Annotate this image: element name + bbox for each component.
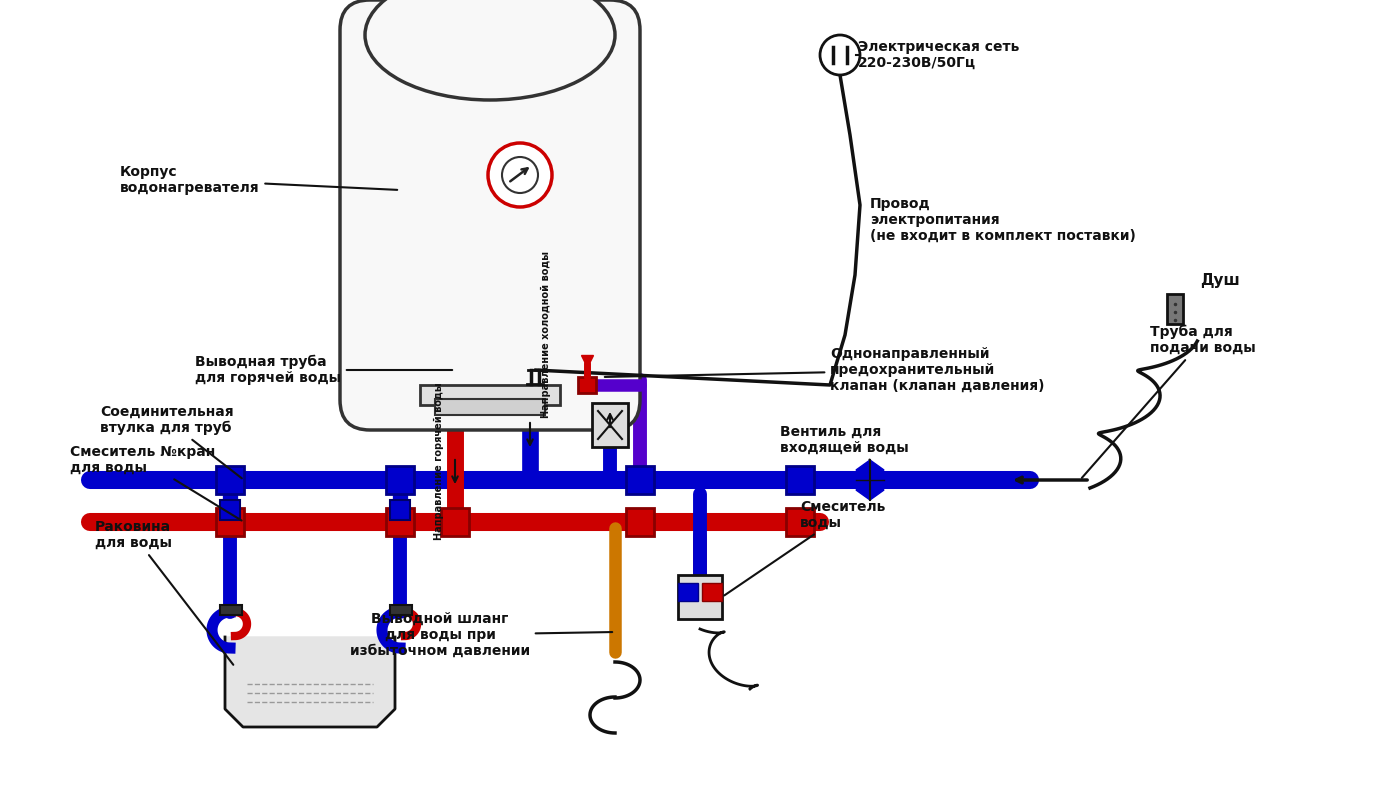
Bar [386, 466, 414, 494]
FancyBboxPatch shape [340, 0, 639, 430]
Bar [678, 575, 722, 619]
Text: Выводная труба
для горячей воды: Выводная труба для горячей воды [195, 354, 453, 386]
Text: Смеситель №кран
для воды: Смеситель №кран для воды [71, 445, 242, 521]
Circle shape [489, 143, 552, 207]
Polygon shape [855, 480, 884, 500]
Text: Направление холодной воды: Направление холодной воды [541, 251, 551, 418]
Text: Вентиль для
входящей воды: Вентиль для входящей воды [781, 425, 909, 460]
Text: Душ: Душ [1200, 273, 1240, 287]
Bar [702, 583, 722, 601]
Text: Труба для
подачи воды: Труба для подачи воды [1082, 325, 1255, 478]
Text: Однонаправленный
предохранительный
клапан (клапан давления): Однонаправленный предохранительный клапа… [605, 347, 1045, 393]
Text: Провод
электропитания
(не входит в комплект поставки): Провод электропитания (не входит в компл… [871, 197, 1136, 243]
Polygon shape [226, 637, 394, 727]
Bar [579, 377, 597, 393]
Bar [220, 500, 239, 520]
Circle shape [502, 157, 538, 193]
Bar [390, 500, 410, 520]
Bar [216, 508, 244, 536]
Bar [390, 605, 412, 615]
Text: Выводной шланг
для воды при
избыточном давлении: Выводной шланг для воды при избыточном д… [350, 612, 612, 658]
Circle shape [819, 35, 859, 75]
Bar [786, 466, 814, 494]
Bar [626, 508, 655, 536]
Polygon shape [855, 460, 884, 480]
Bar [1167, 294, 1183, 324]
Text: Соединительная
втулка для труб: Соединительная втулка для труб [100, 405, 242, 478]
Bar [386, 508, 414, 536]
Text: Корпус
водонагревателя: Корпус водонагревателя [120, 165, 397, 195]
Bar [786, 508, 814, 536]
Ellipse shape [365, 0, 614, 100]
Bar [216, 466, 244, 494]
Bar [592, 403, 628, 447]
Bar [626, 466, 655, 494]
Bar [678, 583, 698, 601]
Text: Смеситель
воды: Смеситель воды [724, 500, 886, 595]
Bar [435, 399, 545, 415]
Text: Электрическая сеть
220-230В/50Гц: Электрическая сеть 220-230В/50Гц [858, 40, 1020, 70]
Text: Раковина
для воды: Раковина для воды [95, 520, 234, 665]
Bar [419, 385, 561, 405]
Bar [220, 605, 242, 615]
Text: Направление горячей воды: Направление горячей воды [435, 382, 444, 540]
Bar [441, 508, 469, 536]
